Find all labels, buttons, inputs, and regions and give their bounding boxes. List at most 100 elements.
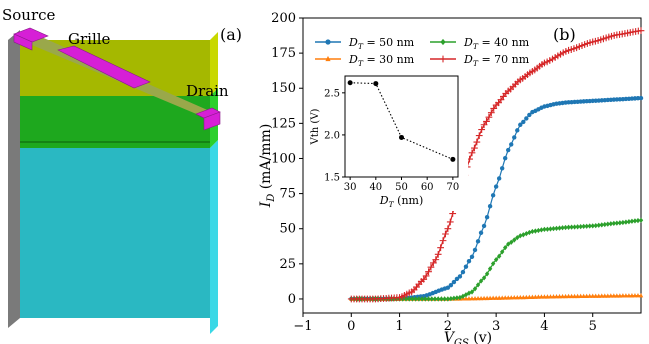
data-point xyxy=(623,293,629,298)
data-point xyxy=(536,227,541,234)
x-tick-label: 1 xyxy=(395,319,403,334)
data-point xyxy=(554,293,559,299)
data-point xyxy=(444,225,452,233)
data-point xyxy=(512,237,517,243)
data-point xyxy=(472,286,478,292)
data-point xyxy=(419,296,425,302)
data-point xyxy=(548,294,553,299)
data-point xyxy=(416,296,422,302)
data-point xyxy=(446,218,454,226)
device-left-face xyxy=(8,30,20,328)
series-3 xyxy=(347,27,645,303)
data-point xyxy=(602,293,607,298)
data-point xyxy=(614,293,620,298)
data-point xyxy=(445,296,451,302)
data-point xyxy=(463,264,469,269)
y-tick-label: 0 xyxy=(288,292,296,307)
data-point xyxy=(551,226,556,232)
data-point xyxy=(554,225,559,232)
inset-y-axis-label: Vth (V) xyxy=(310,108,321,145)
data-point xyxy=(545,226,550,232)
data-point xyxy=(593,222,598,229)
data-point xyxy=(575,293,580,299)
data-point xyxy=(617,293,623,298)
data-point xyxy=(596,222,601,228)
data-point xyxy=(493,295,499,300)
data-point xyxy=(496,253,502,259)
data-point xyxy=(638,95,644,101)
data-point xyxy=(468,149,476,157)
data-point xyxy=(484,214,490,220)
data-point xyxy=(469,289,475,295)
data-point xyxy=(472,247,478,253)
data-point xyxy=(432,296,438,302)
data-point xyxy=(457,274,463,279)
data-point xyxy=(496,295,502,300)
data-point xyxy=(629,218,635,224)
data-point xyxy=(484,295,490,301)
data-point xyxy=(587,293,592,298)
data-point xyxy=(515,128,520,133)
drain-contact-face xyxy=(203,111,221,131)
data-point xyxy=(632,218,638,224)
data-point xyxy=(469,254,475,260)
data-point xyxy=(563,224,568,231)
inset-data-point xyxy=(347,80,353,86)
data-point xyxy=(475,295,481,301)
data-point xyxy=(484,271,490,277)
inset-series-line xyxy=(350,82,454,160)
legend-marker xyxy=(325,39,331,45)
plot-frame xyxy=(302,17,642,314)
legend-marker xyxy=(325,55,331,62)
data-point xyxy=(454,276,460,282)
data-point xyxy=(432,256,440,263)
data-point xyxy=(509,142,514,147)
top-layer-side xyxy=(210,32,218,96)
data-point xyxy=(524,294,529,300)
data-point xyxy=(509,239,514,245)
data-point xyxy=(478,126,486,133)
y-tick-label: 100 xyxy=(271,151,296,166)
data-point xyxy=(605,221,611,227)
data-point xyxy=(560,293,565,299)
data-point xyxy=(413,296,418,302)
data-point xyxy=(635,217,641,224)
inset-data-point xyxy=(373,81,379,87)
y-axis-label: ID (mA/mm) xyxy=(258,124,277,209)
data-point xyxy=(493,256,499,263)
data-point xyxy=(515,294,520,300)
data-point xyxy=(602,221,607,228)
data-point xyxy=(569,293,574,299)
data-point xyxy=(611,220,617,227)
panel-b-label: (b) xyxy=(553,25,576,44)
data-point xyxy=(587,223,592,229)
data-point xyxy=(632,293,638,298)
legend-marker xyxy=(440,38,446,46)
inset-data-point xyxy=(399,134,404,140)
data-point xyxy=(545,294,550,299)
data-point xyxy=(527,229,532,236)
data-point xyxy=(584,293,589,298)
data-point xyxy=(539,227,544,233)
source-label: Source xyxy=(2,6,56,24)
x-tick-label: 2 xyxy=(444,319,452,334)
data-point xyxy=(509,295,514,300)
data-point xyxy=(608,221,614,227)
data-point xyxy=(502,155,508,161)
data-point xyxy=(487,266,493,272)
data-point xyxy=(518,294,523,300)
data-point xyxy=(460,269,466,275)
y-tick-label: 25 xyxy=(279,257,296,272)
data-point xyxy=(557,293,562,299)
data-point xyxy=(566,293,571,299)
data-point xyxy=(439,296,444,302)
data-point xyxy=(599,222,604,228)
data-point xyxy=(487,295,493,300)
data-point xyxy=(499,249,505,255)
data-point xyxy=(563,293,568,299)
data-point xyxy=(429,296,434,302)
data-point xyxy=(637,27,645,35)
x-tick-label: −1 xyxy=(293,319,312,334)
data-point xyxy=(481,295,487,301)
